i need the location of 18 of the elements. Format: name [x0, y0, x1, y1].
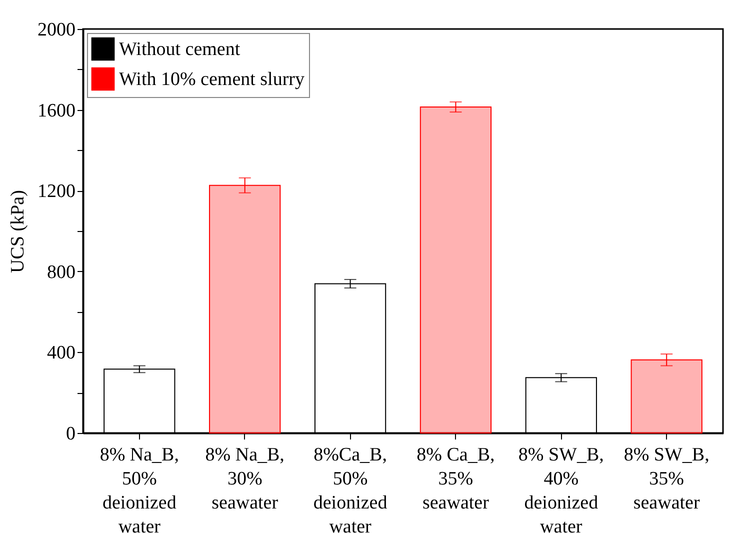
x-tick-label: 8%Ca_B, 50% deionized water [313, 444, 388, 534]
x-tick-label: 8% SW_B, 35% seawater [624, 444, 710, 514]
x-tick-label: 8% Na_B, 50% deionized water [100, 444, 179, 534]
y-tick-label: 400 [47, 342, 76, 364]
y-axis-title: UCS (kPa) [8, 190, 28, 273]
x-tick-label: 8% Ca_B, 35% seawater [416, 444, 495, 514]
bar [630, 359, 702, 434]
bar [209, 184, 281, 434]
legend-label: Without cement [119, 39, 241, 60]
x-tick-label: 8% SW_B, 40% deionized water [518, 444, 604, 534]
legend-label: With 10% cement slurry [119, 69, 305, 90]
y-tick-label: 0 [66, 424, 76, 444]
x-tick-label: 8% Na_B, 30% seawater [205, 444, 284, 514]
y-tick-label: 800 [47, 262, 76, 283]
y-tick-label: 1200 [38, 181, 76, 202]
y-tick-label: 2000 [38, 20, 76, 40]
y-tick-label: 1600 [38, 100, 76, 122]
bar [420, 106, 492, 434]
